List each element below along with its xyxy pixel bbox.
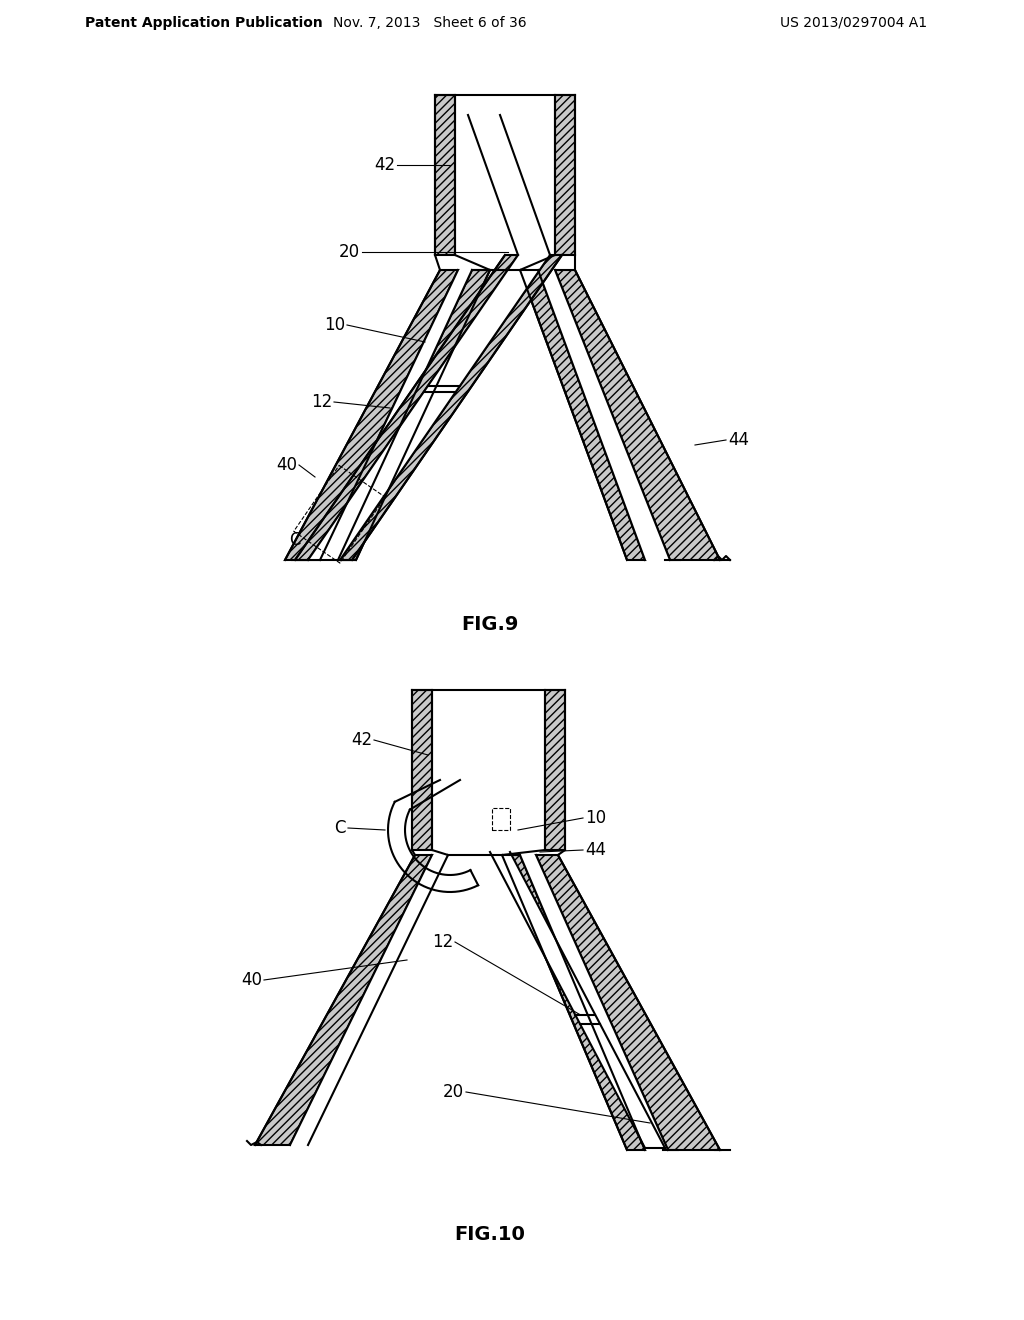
Polygon shape <box>295 255 518 560</box>
Polygon shape <box>520 855 668 1150</box>
Polygon shape <box>340 255 562 560</box>
Polygon shape <box>338 271 490 560</box>
Text: 42: 42 <box>351 731 372 748</box>
Polygon shape <box>308 255 550 560</box>
Text: Nov. 7, 2013   Sheet 6 of 36: Nov. 7, 2013 Sheet 6 of 36 <box>333 16 526 30</box>
Text: 10: 10 <box>585 809 606 828</box>
Text: 42: 42 <box>374 156 395 174</box>
Text: US 2013/0297004 A1: US 2013/0297004 A1 <box>780 16 927 30</box>
Text: FIG.9: FIG.9 <box>462 615 519 634</box>
Text: Patent Application Publication: Patent Application Publication <box>85 16 323 30</box>
Polygon shape <box>490 851 665 1148</box>
Polygon shape <box>319 271 472 560</box>
Polygon shape <box>536 855 720 1150</box>
Polygon shape <box>435 95 455 255</box>
Text: 40: 40 <box>241 972 262 989</box>
Text: 10: 10 <box>324 315 345 334</box>
Text: 20: 20 <box>442 1082 464 1101</box>
Text: 20: 20 <box>339 243 360 261</box>
Text: C: C <box>289 531 301 549</box>
Text: 44: 44 <box>585 841 606 859</box>
Polygon shape <box>555 95 575 255</box>
Polygon shape <box>290 855 449 1144</box>
Polygon shape <box>412 690 432 850</box>
Polygon shape <box>502 855 645 1150</box>
Text: 12: 12 <box>310 393 332 411</box>
Polygon shape <box>555 271 720 560</box>
Polygon shape <box>520 271 645 560</box>
Polygon shape <box>255 855 432 1144</box>
Text: 40: 40 <box>276 455 297 474</box>
Polygon shape <box>545 690 565 850</box>
Bar <box>492 808 510 830</box>
Text: 44: 44 <box>728 432 749 449</box>
Text: 12: 12 <box>432 933 453 950</box>
Polygon shape <box>538 271 670 560</box>
Text: C: C <box>335 818 346 837</box>
Polygon shape <box>285 271 458 560</box>
Text: FIG.10: FIG.10 <box>455 1225 525 1243</box>
Polygon shape <box>468 115 550 255</box>
